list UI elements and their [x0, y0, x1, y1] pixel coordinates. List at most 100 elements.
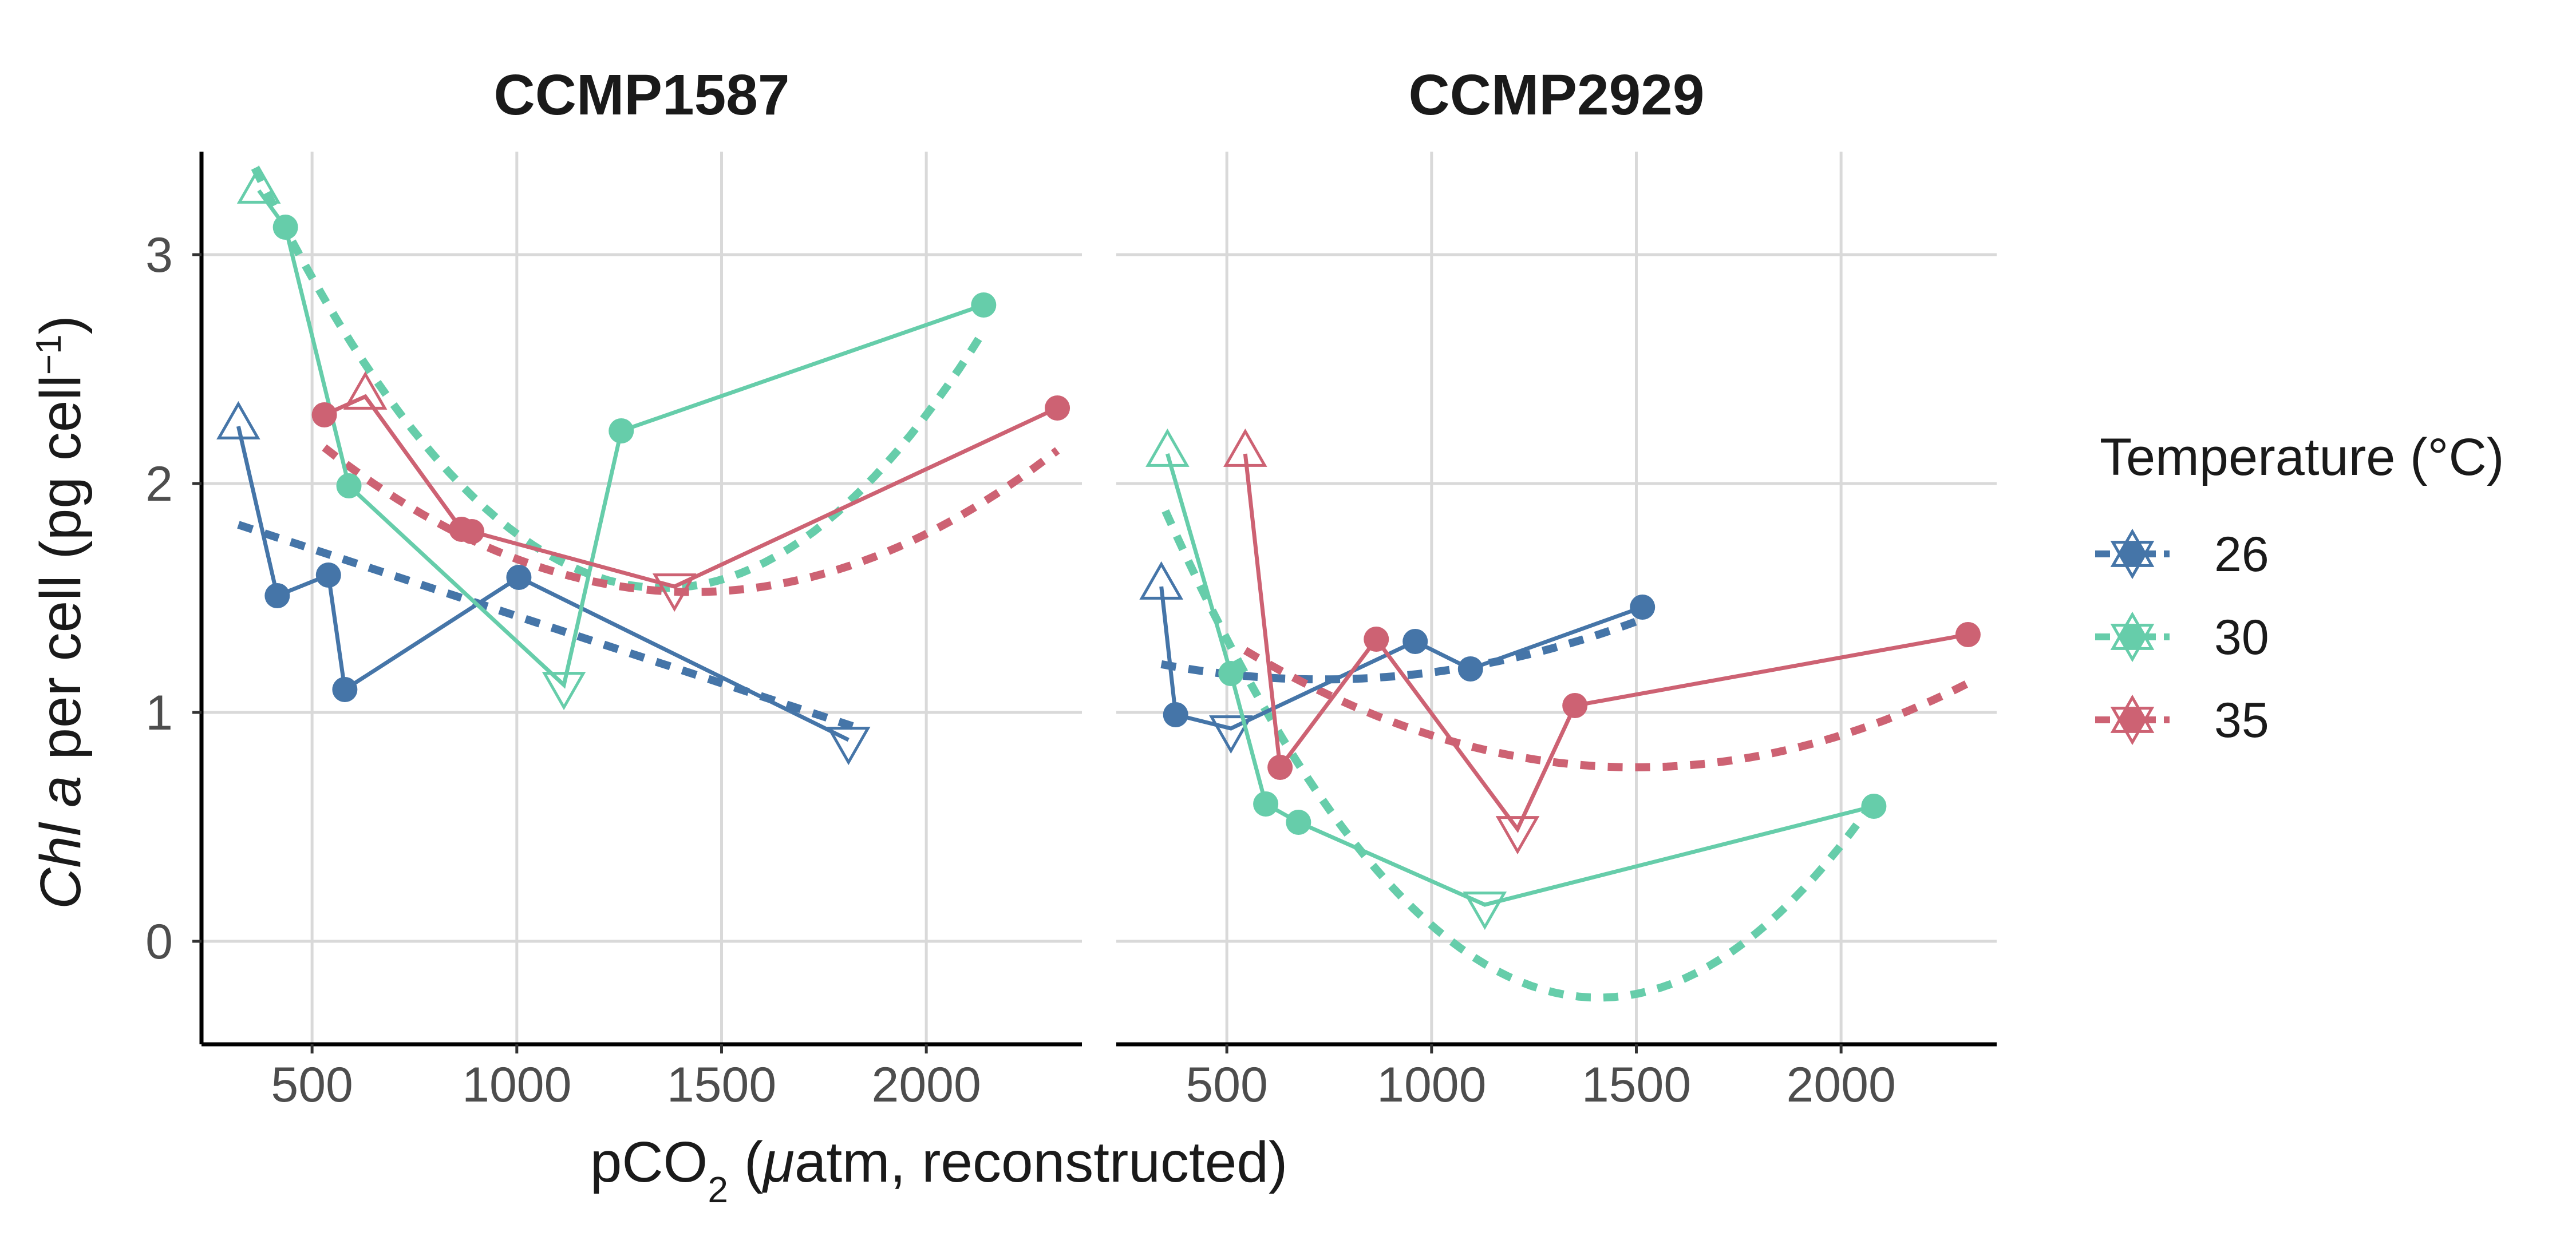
legend-label-35: 35	[2214, 693, 2269, 748]
series-temp-26-point-dot	[506, 565, 532, 590]
series-temp-35-fit-line	[322, 444, 1060, 596]
series-temp-35-point	[311, 402, 337, 427]
series-temp-35-line	[1243, 453, 1969, 833]
series-temp-35-point	[343, 371, 388, 410]
series-temp-35-point-dot	[1364, 627, 1389, 652]
series-temp-35-point-down-triangle	[1495, 816, 1540, 855]
series-temp-35-point	[652, 573, 697, 612]
panel-2-title: CCMP2929	[1409, 63, 1705, 127]
y-tick-label: 0	[145, 914, 173, 969]
series-temp-30-point	[236, 165, 281, 204]
panel-1-fit-lines	[237, 166, 1060, 730]
series-temp-26-point	[1630, 595, 1656, 620]
legend-title: Temperature (°C)	[2100, 428, 2504, 486]
y-tick-label: 1	[145, 686, 173, 740]
series-temp-26-point	[332, 677, 358, 702]
series-temp-26-point	[506, 565, 532, 590]
series-temp-26-point	[264, 583, 290, 608]
series-temp-35-point-up-triangle	[1223, 428, 1267, 467]
x-axis-title-post: atm, reconstructed)	[795, 1130, 1287, 1194]
series-temp-26-point-up-triangle	[216, 401, 260, 439]
series-temp-30-point-down-triangle	[542, 672, 586, 711]
series-temp-30-point	[1286, 810, 1311, 835]
y-axis-title-superscript: −1	[29, 334, 69, 375]
series-temp-35-point	[1045, 395, 1070, 421]
x-tick-label: 2000	[1787, 1057, 1896, 1112]
series-temp-35-point-dot	[1045, 395, 1070, 421]
legend-key-dot	[2120, 707, 2145, 732]
series-temp-30-point	[542, 672, 586, 711]
x-axis-title-subscript: 2	[708, 1169, 728, 1210]
panel-2-ticks: 500 1000 1500 2000	[1186, 1044, 1896, 1112]
series-temp-30-point	[272, 215, 298, 240]
panel-ccmp2929: 500 1000 1500 2000 CCMP2929	[1116, 63, 1997, 1112]
series-temp-35-point-up-triangle	[343, 371, 388, 410]
legend-label-26: 26	[2214, 527, 2269, 582]
series-temp-35-point	[1562, 693, 1588, 718]
series-temp-35-point	[1495, 816, 1540, 855]
series-temp-30-point-dot	[1861, 794, 1887, 819]
series-temp-30-point-up-triangle	[1145, 428, 1190, 467]
series-temp-26-point-dot	[1630, 595, 1656, 620]
y-axis-title-main: per cell (pg cell	[29, 375, 93, 775]
legend-key-30: 30	[2095, 610, 2269, 665]
series-temp-35-point-dot	[459, 519, 485, 544]
series-temp-26-point-dot	[1402, 629, 1428, 654]
series-temp-30-point-up-triangle	[236, 165, 281, 204]
legend-key-26: 26	[2095, 527, 2269, 582]
series-temp-26-point	[1163, 702, 1188, 727]
y-axis-title-end: )	[29, 315, 93, 334]
series-temp-26-point	[216, 401, 260, 439]
series-temp-26-point-up-triangle	[1139, 561, 1183, 600]
legend-key-dot	[2120, 541, 2145, 566]
series-temp-35-point	[459, 519, 485, 544]
x-tick-label: 1000	[1377, 1057, 1486, 1112]
series-temp-30-point-dot	[1218, 661, 1244, 686]
series-temp-26-point	[1457, 656, 1483, 682]
series-temp-35-point	[1955, 622, 1981, 647]
series-temp-26-point-down-triangle	[826, 727, 871, 766]
series-temp-30-point	[1218, 661, 1244, 686]
series-temp-30-point-dot	[336, 473, 362, 498]
panel-1-axes	[199, 152, 1082, 1047]
series-temp-30-point	[336, 473, 362, 498]
legend-label-30: 30	[2214, 610, 2269, 665]
series-temp-35-point	[1267, 755, 1293, 780]
series-temp-35-point-dot	[1267, 755, 1293, 780]
legend-keys: 26 30 35	[2095, 527, 2269, 748]
series-temp-30-line	[1165, 453, 1875, 907]
series-temp-35-point-dot	[1562, 693, 1588, 718]
panel-2-fit-lines	[1160, 509, 1970, 1002]
x-axis-title-pre: pCO	[590, 1130, 708, 1194]
x-axis-title: pCO2 (μatm, reconstructed)	[590, 1130, 1288, 1210]
series-temp-35-point-dot	[1955, 622, 1981, 647]
series-temp-26-point-dot	[332, 677, 358, 702]
series-temp-30-point	[971, 292, 997, 318]
x-tick-label: 1000	[462, 1057, 571, 1112]
y-axis-title: Chl a per cell (pg cell−1)	[29, 315, 93, 909]
series-temp-30-point	[1463, 892, 1507, 930]
legend-key-dot	[2120, 624, 2145, 649]
series-temp-35-point-down-triangle	[652, 573, 697, 612]
series-temp-26-point-dot	[264, 583, 290, 608]
series-temp-26-point-down-triangle	[1208, 715, 1253, 754]
series-temp-30-point-down-triangle	[1463, 892, 1507, 930]
series-temp-35-point-dot	[311, 402, 337, 427]
series-temp-30-fit-line	[1161, 509, 1878, 1002]
panel-1-ticks: 500 1000 1500 2000 0 1 2 3	[145, 228, 981, 1112]
x-tick-label: 2000	[872, 1057, 981, 1112]
y-tick-label: 2	[145, 457, 173, 512]
panel-2-series	[1139, 428, 1981, 930]
series-temp-30-point	[1861, 794, 1887, 819]
x-tick-label: 500	[1186, 1057, 1268, 1112]
panel-ccmp1587: 500 1000 1500 2000 0 1 2 3 CCMP1587	[145, 63, 1082, 1112]
legend-key-35: 35	[2095, 693, 2269, 748]
series-temp-26-point	[315, 562, 341, 588]
series-temp-30-point	[1253, 791, 1279, 817]
panel-1-title: CCMP1587	[494, 63, 790, 127]
y-axis-title-italic: Chl a	[29, 775, 93, 909]
series-temp-26-point	[1208, 715, 1253, 754]
series-temp-26-point	[1139, 561, 1183, 600]
